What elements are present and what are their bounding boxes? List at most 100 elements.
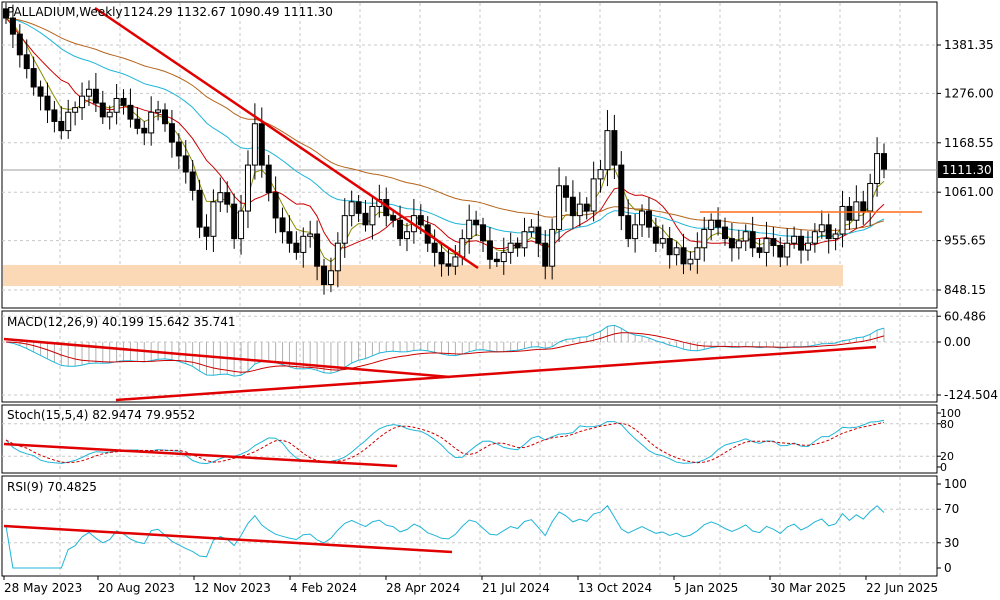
candle-bear — [798, 235, 805, 251]
candle-bear — [362, 212, 369, 226]
macd-tick-label: -124.504 — [944, 388, 998, 402]
support-zone — [3, 265, 843, 286]
macd-trendline-1[interactable] — [3, 337, 451, 379]
time-label: 12 Nov 2023 — [194, 581, 271, 595]
price-tick-label: 1276.00 — [944, 86, 994, 100]
candle-bull — [327, 270, 334, 286]
rsi-tick-label: 70 — [944, 502, 959, 516]
candle-bear — [162, 109, 169, 125]
candle-bull — [867, 182, 874, 212]
rsi-trendline[interactable] — [3, 524, 453, 554]
candle-bear — [224, 192, 231, 205]
candle-bear — [189, 171, 196, 191]
candle-bear — [611, 130, 618, 166]
rsi-axis: 100 70 30 0 — [937, 477, 967, 575]
candle-bull — [701, 228, 708, 249]
candle-bull — [155, 109, 162, 113]
candle-bear — [493, 258, 500, 263]
candle-bull — [708, 219, 715, 230]
candle-bear — [3, 8, 9, 19]
candle-bull — [528, 226, 535, 233]
candle-bear — [480, 224, 487, 242]
stoch-title: Stoch(15,5,4) 82.9474 79.9552 — [7, 408, 195, 422]
candle-bear — [196, 189, 203, 228]
candle-bull — [307, 233, 314, 237]
candle-bear — [438, 251, 445, 265]
candle-bull — [874, 153, 881, 184]
price-tick-label: 848.15 — [944, 283, 986, 297]
candle-bear — [397, 219, 404, 240]
rsi-tick-label: 100 — [944, 477, 967, 491]
candle-bear — [286, 231, 293, 244]
stoch-tick-label: 100 — [940, 407, 961, 420]
candle-bull — [251, 123, 258, 166]
candle-bull — [521, 231, 528, 249]
price-axis: 1381.35 1276.00 1168.55 1061.00 955.65 848.15 — [937, 38, 994, 297]
candle-bear — [9, 17, 16, 35]
stoch-trendline[interactable] — [3, 442, 398, 468]
candle-bear — [293, 242, 300, 253]
last-price-label: 1111.30 — [942, 163, 992, 177]
candle-bear — [175, 141, 182, 157]
candle-bull — [549, 228, 556, 267]
candle-bear — [134, 118, 141, 129]
candle-bull — [604, 130, 611, 171]
candle-bull — [694, 247, 701, 260]
macd-line — [5, 324, 885, 377]
time-label: 22 Jun 2025 — [866, 581, 938, 595]
macd-trendline-2[interactable] — [115, 345, 877, 402]
candle-bull — [507, 242, 514, 253]
candle-bull — [341, 215, 348, 244]
candle-bear — [846, 205, 853, 221]
candle-bull — [148, 111, 155, 134]
macd-title: MACD(12,26,9) 40.199 15.642 35.741 — [7, 315, 236, 329]
price-tick-label: 1381.35 — [944, 38, 994, 52]
candle-bear — [431, 242, 438, 253]
price-ohlc: 1124.29 1132.67 1090.49 1111.30 — [123, 5, 333, 19]
candle-bull — [500, 251, 507, 263]
candle-bull — [403, 231, 410, 240]
macd-lines — [5, 324, 885, 377]
stoch-lines — [5, 419, 885, 465]
candle-bull — [659, 238, 666, 244]
stoch-d-line — [5, 421, 885, 464]
candle-bear — [666, 238, 673, 256]
price-grid — [2, 3, 937, 307]
time-label: 4 Feb 2024 — [290, 581, 357, 595]
candle-bull — [735, 240, 742, 249]
candle-bull — [300, 235, 307, 253]
candle-bear — [265, 164, 272, 194]
candle-bull — [459, 238, 466, 258]
time-label: 28 Apr 2024 — [386, 581, 460, 595]
stoch-pane[interactable] — [1, 404, 938, 474]
rsi-pane[interactable] — [1, 475, 938, 577]
candle-bear — [715, 219, 722, 228]
candlesticks — [3, 2, 887, 295]
candle-bear — [92, 88, 99, 104]
stoch-tick-label: 80 — [940, 418, 954, 431]
candle-bear — [860, 201, 867, 212]
candle-bull — [217, 192, 224, 203]
candle-bull — [238, 210, 245, 240]
candle-bull — [369, 205, 376, 226]
candle-bear — [721, 226, 728, 240]
time-axis: 28 May 2023 20 Aug 2023 12 Nov 2023 4 Feb 2… — [3, 576, 938, 595]
candle-bear — [58, 120, 65, 132]
rsi-tick-label: 0 — [944, 561, 952, 575]
time-label: 13 Oct 2024 — [578, 581, 652, 595]
macd-tick-label: 0.00 — [944, 335, 971, 349]
candle-bear — [203, 226, 210, 237]
candle-bear — [99, 102, 106, 118]
ma-slow-line — [5, 17, 885, 238]
candle-bull — [65, 111, 72, 132]
candle-bear — [625, 215, 632, 240]
candle-bear — [182, 155, 189, 173]
candle-bear — [321, 265, 328, 286]
candle-bear — [645, 210, 652, 228]
macd-tick-label: 60.486 — [944, 309, 986, 323]
candle-bull — [334, 242, 341, 272]
candle-bear — [279, 217, 286, 233]
candle-bull — [639, 210, 646, 226]
descending-trendline[interactable] — [94, 6, 479, 270]
